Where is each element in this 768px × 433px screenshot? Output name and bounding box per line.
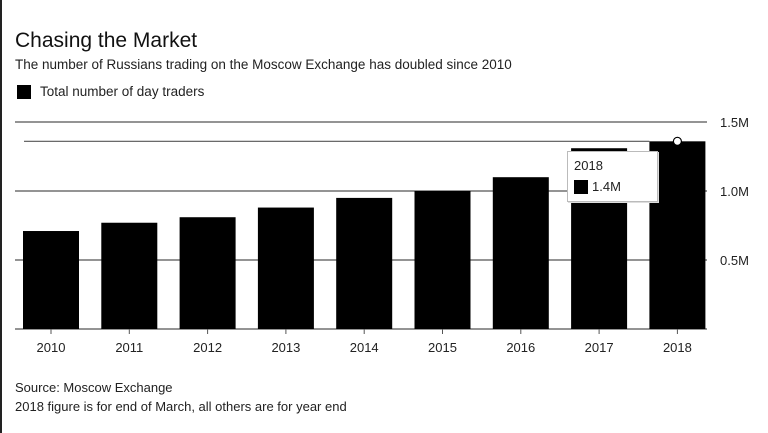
bar-2018[interactable] — [649, 141, 706, 329]
bars — [23, 141, 706, 329]
x-axis-labels: 2010 2011 2012 2013 2014 2015 2016 2017 2018 — [37, 329, 692, 355]
y-tick-label: 0.5M — [720, 253, 749, 268]
tooltip-row: 1.4M — [574, 179, 621, 194]
bar-2015[interactable] — [414, 191, 471, 329]
bar-2011[interactable] — [101, 222, 158, 329]
y-tick-label: 1.5M — [720, 115, 749, 130]
x-tick-label: 2018 — [663, 340, 692, 355]
x-tick-label: 2013 — [271, 340, 300, 355]
left-edge-border — [0, 0, 2, 433]
tooltip-value: 1.4M — [592, 179, 621, 194]
x-tick-label: 2010 — [37, 340, 66, 355]
hover-point-marker — [672, 136, 683, 146]
legend-label: Total number of day traders — [40, 84, 205, 99]
y-axis-labels: 0.5M 1.0M 1.5M — [720, 115, 749, 268]
bar-2012[interactable] — [179, 217, 236, 329]
bar-2016[interactable] — [492, 177, 549, 329]
x-tick-label: 2016 — [506, 340, 535, 355]
x-tick-label: 2014 — [350, 340, 379, 355]
hover-crosshair — [24, 136, 683, 146]
hover-tooltip: 2018 1.4M — [567, 151, 658, 202]
chart-title: Chasing the Market — [15, 29, 198, 52]
footnote: 2018 figure is for end of March, all oth… — [15, 399, 347, 414]
bar-2013[interactable] — [257, 207, 314, 329]
x-tick-label: 2012 — [193, 340, 222, 355]
bar-2010[interactable] — [23, 231, 79, 329]
x-tick-label: 2017 — [585, 340, 614, 355]
tooltip-year: 2018 — [574, 158, 603, 173]
tooltip-swatch — [574, 179, 588, 194]
x-tick-label: 2015 — [428, 340, 457, 355]
x-tick-label: 2011 — [115, 340, 143, 355]
bar-2014[interactable] — [336, 197, 393, 329]
y-tick-label: 1.0M — [720, 184, 749, 199]
source-note: Source: Moscow Exchange — [15, 380, 173, 395]
chart-subtitle: The number of Russians trading on the Mo… — [15, 57, 512, 72]
legend-swatch — [17, 84, 31, 99]
legend: Total number of day traders — [17, 84, 204, 99]
